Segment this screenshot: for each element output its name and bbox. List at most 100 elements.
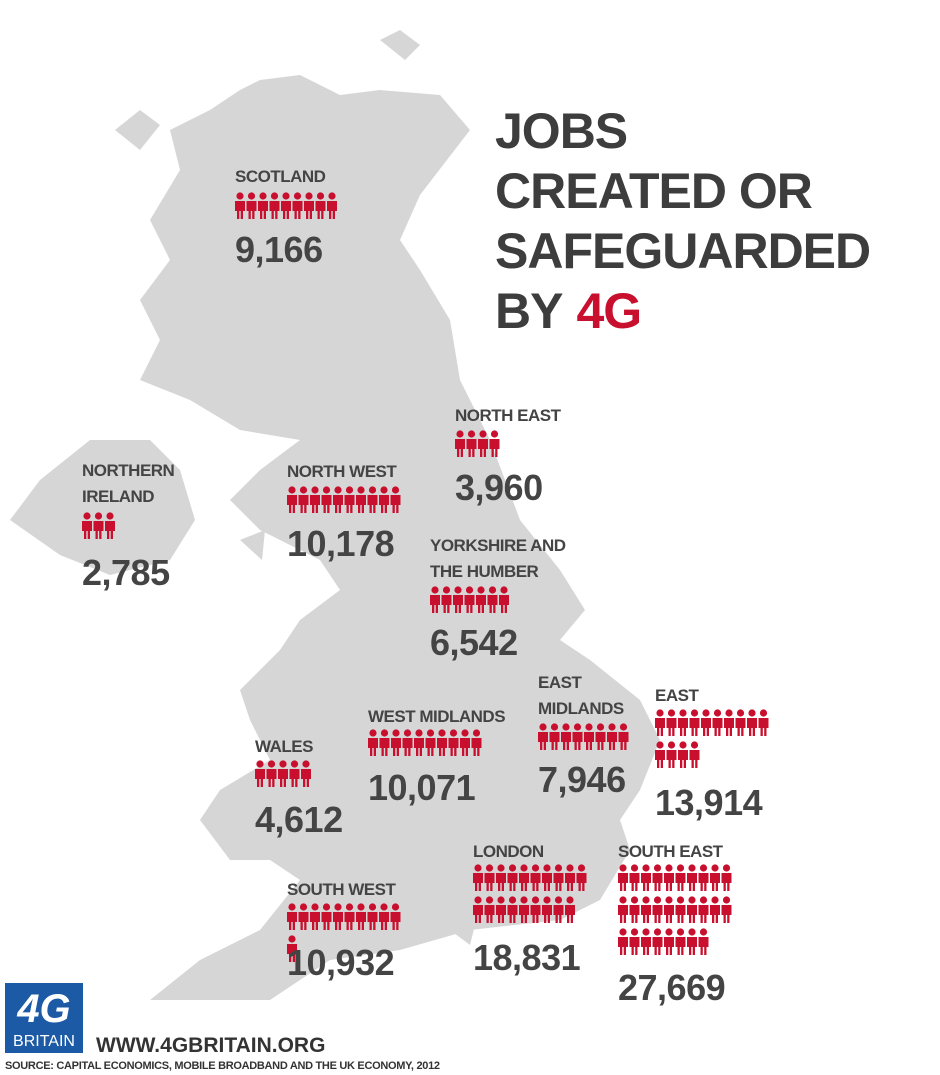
person-body (712, 718, 723, 736)
person-head (642, 896, 650, 904)
region: WEST MIDLANDS 10,071 (368, 707, 506, 808)
region: WALES 4,612 (255, 737, 343, 840)
title-line: BY (495, 283, 563, 339)
person-body (390, 495, 401, 513)
person-body (618, 937, 628, 955)
person-head (539, 723, 547, 731)
region-value: 7,946 (538, 759, 626, 800)
person-body (476, 595, 486, 613)
person-body (484, 905, 495, 923)
great-britain-shape (140, 75, 660, 1000)
person-head (699, 896, 708, 904)
person-body (287, 912, 297, 930)
person-body (310, 495, 320, 513)
person-body (549, 732, 560, 750)
region-name: WEST MIDLANDS (368, 707, 505, 726)
job-icons (255, 760, 311, 787)
person-head (94, 512, 103, 520)
region-value: 9,166 (235, 229, 323, 270)
person-head (711, 896, 719, 904)
person-body (678, 750, 688, 768)
person-head (566, 896, 574, 904)
person-head (279, 760, 287, 768)
person-head (334, 486, 342, 494)
regions: SCOTLAND 9,166 NORTH EAST 3,960 NORTHERN IREL… (81, 167, 769, 1008)
person-head (667, 709, 676, 717)
person-body (565, 873, 575, 891)
person-body (618, 873, 628, 891)
person-body (655, 718, 665, 736)
person-body (687, 873, 697, 891)
person-head (543, 864, 551, 872)
person-head (573, 723, 582, 731)
person-body (473, 873, 483, 891)
job-icons (618, 864, 732, 955)
person-body (724, 718, 734, 736)
person-body (530, 905, 541, 923)
person-head (653, 896, 662, 904)
person-head (236, 192, 244, 200)
person-body (666, 750, 677, 768)
person-head (596, 723, 605, 731)
person-head (531, 864, 540, 872)
person-head (311, 486, 319, 494)
person-body (258, 201, 268, 219)
person-head (288, 935, 296, 943)
region: EAST MIDLANDS 7,946 (538, 673, 629, 800)
person-head (106, 512, 114, 520)
person-body (321, 495, 332, 513)
person-body (367, 495, 378, 513)
island (240, 530, 265, 560)
person-body (310, 912, 320, 930)
person-head (642, 864, 650, 872)
region: SOUTH WEST 10,932 (287, 880, 401, 983)
person-head (288, 486, 296, 494)
person-body (460, 738, 470, 756)
person-body (701, 718, 711, 736)
person-body (664, 873, 674, 891)
person-head (630, 928, 639, 936)
person-head (293, 192, 302, 200)
job-icons (455, 430, 500, 457)
person-body (473, 905, 483, 923)
person-body (344, 495, 355, 513)
person-head (699, 928, 708, 936)
person-body (379, 912, 389, 930)
person-head (467, 430, 476, 438)
person-head (562, 723, 570, 731)
person-head (748, 709, 756, 717)
person-body (675, 905, 686, 923)
person-body (478, 439, 488, 457)
region: SOUTH EAST 27,669 (618, 842, 732, 1008)
person-body (402, 738, 413, 756)
person-body (496, 873, 506, 891)
region-name: NORTH EAST (455, 406, 562, 425)
person-body (689, 718, 700, 736)
person-body (572, 732, 583, 750)
person-head (608, 723, 616, 731)
region-name: MIDLANDS (538, 699, 624, 718)
person-head (722, 896, 731, 904)
person-body (93, 521, 104, 539)
person-head (368, 903, 377, 911)
person-head (665, 864, 673, 872)
person-head (679, 709, 687, 717)
person-head (619, 896, 627, 904)
person-head (543, 896, 551, 904)
person-head (690, 709, 699, 717)
logo: 4G BRITAIN (5, 983, 83, 1053)
person-head (477, 586, 485, 594)
person-body (618, 732, 629, 750)
person-head (630, 864, 639, 872)
region-name: SCOTLAND (235, 167, 326, 186)
person-body (453, 595, 463, 613)
person-body (367, 912, 378, 930)
person-head (345, 903, 354, 911)
person-body (430, 595, 440, 613)
person-body (321, 912, 332, 930)
person-head (688, 864, 696, 872)
person-head (619, 864, 627, 872)
person-body (641, 905, 651, 923)
person-body (379, 495, 389, 513)
